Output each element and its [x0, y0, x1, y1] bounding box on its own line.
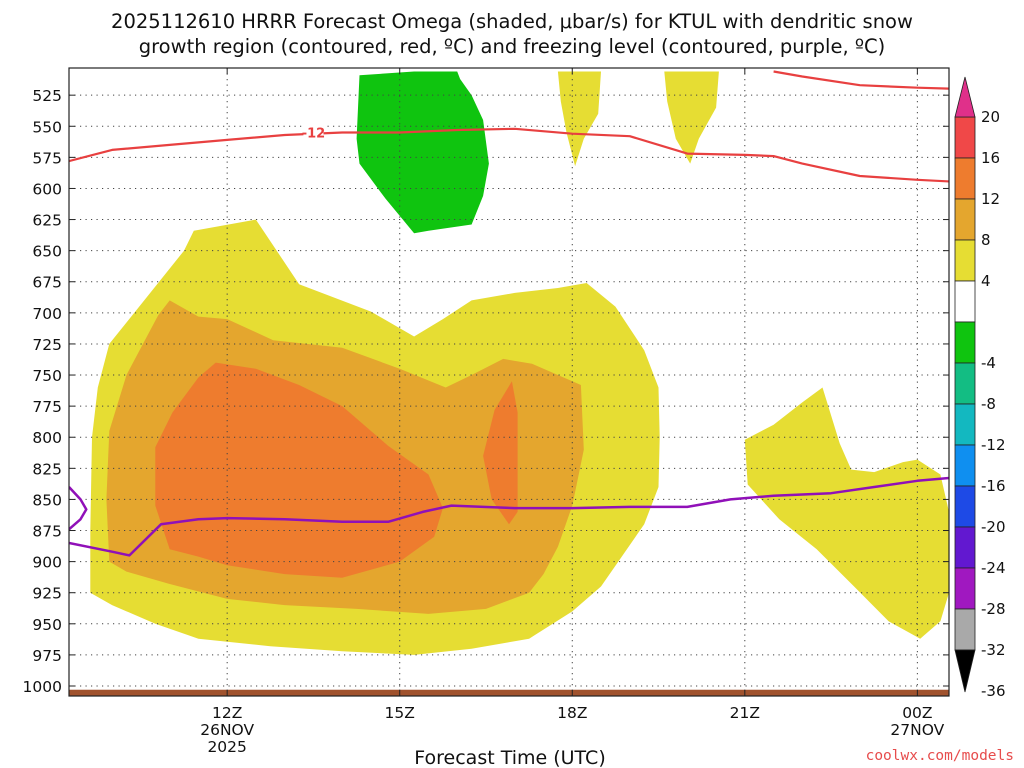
colorbar-label: 8: [981, 231, 991, 249]
colorbar-bin: [954, 567, 976, 610]
contour-lines: -12: [69, 70, 949, 557]
colorbar-label: -36: [981, 682, 1006, 700]
colorbar-bin: [954, 485, 976, 528]
chart-title-line1: 2025112610 HRRR Forecast Omega (shaded, …: [111, 10, 913, 33]
x-tick-label: 26NOV: [200, 721, 254, 739]
axes: 525 550 575 600 625 650 675 700 725 750 775 800 825 8…: [23, 68, 949, 756]
colorbar-label: -32: [981, 641, 1006, 659]
y-tick-label: 1000: [23, 678, 62, 696]
y-tick-label: 675: [32, 274, 62, 292]
y-tick-label: 750: [32, 367, 62, 385]
colorbar-bottom-arrow: [954, 649, 976, 693]
colorbar-label: -20: [981, 518, 1006, 536]
y-tick-label: 525: [32, 87, 62, 105]
colorbar-label: -16: [981, 477, 1006, 495]
y-tick-label: 650: [32, 243, 62, 261]
colorbar-label: 16: [981, 149, 1000, 167]
y-tick-label: 575: [32, 149, 62, 167]
colorbar-label: 4: [981, 272, 991, 290]
x-tick-label: 00Z: [902, 704, 932, 722]
y-tick-label: 700: [32, 305, 62, 323]
x-axis-label: Forecast Time (UTC): [414, 747, 605, 768]
colorbar-bin: [954, 444, 976, 487]
y-tick-label: 825: [32, 460, 62, 478]
x-tick-label: 18Z: [557, 704, 587, 722]
y-tick-label: 550: [32, 118, 62, 136]
credit-text: coolwx.com/models: [866, 748, 1014, 764]
colorbar-bin: [954, 116, 976, 159]
x-tick-label: 15Z: [385, 704, 415, 722]
freezing-level-fragment: [69, 486, 88, 531]
x-tick-label: 21Z: [730, 704, 760, 722]
omega-shade-4-top-lobe-20z: [664, 71, 719, 164]
colorbar-bin: [954, 608, 976, 651]
y-tick-label: 975: [32, 647, 62, 665]
chart-title-line2: growth region (contoured, red, ºC) and f…: [139, 35, 886, 58]
y-tick-label: 950: [32, 616, 62, 634]
x-tick-label: 2025: [207, 738, 246, 756]
grid-lines: [69, 68, 949, 696]
colorbar-bin: [954, 526, 976, 569]
colorbar-label: -28: [981, 600, 1006, 618]
colorbar-label: 20: [981, 108, 1000, 126]
colorbar-bin: [954, 403, 976, 446]
y-tick-label: 725: [32, 336, 62, 354]
colorbar: 20 16 12 8 4 -4 -8 -12 -16 -20 -24 -28 -32 -36: [954, 76, 1006, 700]
omega-shade-4-top-lobe-18z: [557, 71, 601, 167]
colorbar-bin: [954, 239, 976, 282]
y-tick-label: 600: [32, 180, 62, 198]
y-tick-label: 900: [32, 554, 62, 572]
y-tick-label: 875: [32, 523, 62, 541]
omega-shade-12-main-region: [155, 362, 443, 578]
omega-shade-neg4-green-mid: [356, 71, 489, 234]
dendritic-contour-minus12: [69, 127, 949, 183]
colorbar-top-arrow: [954, 76, 976, 118]
plot-frame: [68, 67, 950, 697]
colorbar-bin: [954, 280, 976, 323]
omega-shade-12-lobe-17z: [483, 381, 518, 525]
colorbar-label: -24: [981, 559, 1006, 577]
omega-shade-4-right-region: [744, 387, 949, 639]
freezing-level-contour: [69, 476, 949, 557]
colorbar-label: -12: [981, 436, 1006, 454]
colorbar-bin: [954, 198, 976, 241]
y-tick-label: 800: [32, 429, 62, 447]
y-tick-label: 925: [32, 585, 62, 603]
colorbar-bin: [954, 157, 976, 200]
y-tick-label: 775: [32, 398, 62, 416]
omega-shade-neg4-green-right: [1015, 72, 1024, 179]
colorbar-bin: [954, 321, 976, 364]
colorbar-label: -4: [981, 354, 996, 372]
x-tick-label: 27NOV: [890, 721, 944, 739]
contour-label-bg: [303, 124, 324, 140]
contour-label: -12: [302, 126, 326, 141]
plot-area: [69, 71, 1024, 696]
x-tick-label: 12Z: [212, 704, 242, 722]
y-tick-label: 850: [32, 491, 62, 509]
y-tick-label: 625: [32, 212, 62, 230]
ground-strip: [69, 689, 949, 696]
colorbar-label: -8: [981, 395, 996, 413]
colorbar-bin: [954, 362, 976, 405]
colorbar-label: 12: [981, 190, 1000, 208]
dendritic-contour-upper: [773, 70, 949, 90]
